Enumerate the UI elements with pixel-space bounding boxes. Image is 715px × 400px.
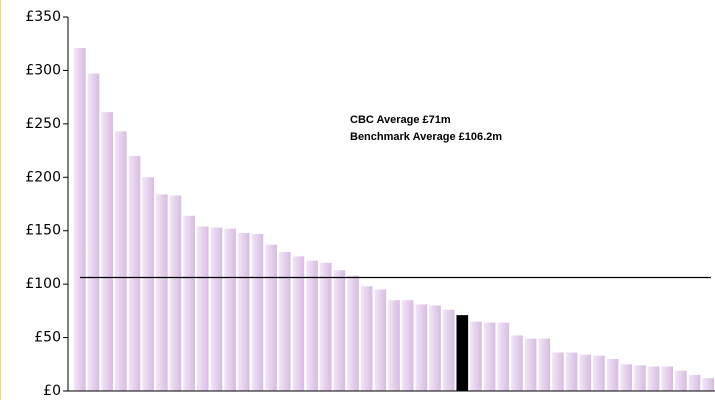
bar — [196, 226, 209, 391]
bar — [401, 300, 414, 391]
bar — [634, 365, 646, 391]
bar — [265, 244, 277, 391]
bar — [415, 304, 428, 391]
bar — [511, 335, 523, 391]
annotation: CBC Average £71m — [350, 114, 451, 126]
bar — [237, 232, 250, 391]
bar — [169, 195, 182, 391]
bar — [606, 358, 619, 391]
y-tick-label: £350 — [25, 9, 61, 25]
annotation: Benchmark Average £106.2m — [350, 131, 502, 143]
bar — [688, 374, 701, 391]
bar — [497, 322, 510, 391]
bar — [142, 177, 154, 391]
bar — [224, 228, 236, 391]
bar — [183, 215, 195, 391]
bar — [388, 300, 400, 391]
y-tick-label: £200 — [25, 169, 61, 185]
bar — [579, 354, 592, 391]
bar — [470, 321, 482, 391]
bar — [661, 366, 674, 391]
bar — [347, 275, 359, 391]
y-tick-label: £100 — [25, 276, 61, 292]
bar — [333, 270, 346, 391]
bar — [675, 370, 687, 391]
bar — [155, 194, 168, 391]
bar — [210, 227, 223, 391]
bar — [374, 289, 387, 391]
bar — [456, 315, 469, 391]
bar — [74, 47, 86, 391]
bar — [442, 309, 455, 391]
bar — [128, 155, 141, 391]
y-tick-label: £250 — [25, 116, 61, 132]
bar — [306, 260, 318, 391]
bar — [360, 286, 373, 391]
bar — [87, 73, 100, 392]
bar — [620, 364, 633, 391]
bar — [647, 366, 660, 391]
y-tick-label: £300 — [25, 62, 61, 78]
bar — [524, 338, 537, 391]
bar — [593, 355, 605, 391]
bar — [483, 322, 496, 391]
bar — [292, 256, 305, 391]
bar — [429, 305, 441, 391]
bar — [278, 252, 291, 391]
bar — [702, 378, 714, 391]
y-tick-label: £0 — [43, 383, 61, 399]
bar — [565, 352, 578, 391]
y-tick-label: £50 — [34, 330, 61, 346]
bar — [538, 338, 551, 391]
bar — [319, 262, 332, 391]
bar — [552, 352, 564, 391]
bar — [251, 233, 264, 391]
bar — [114, 131, 127, 391]
bar — [101, 112, 113, 392]
y-tick-label: £150 — [25, 223, 61, 239]
